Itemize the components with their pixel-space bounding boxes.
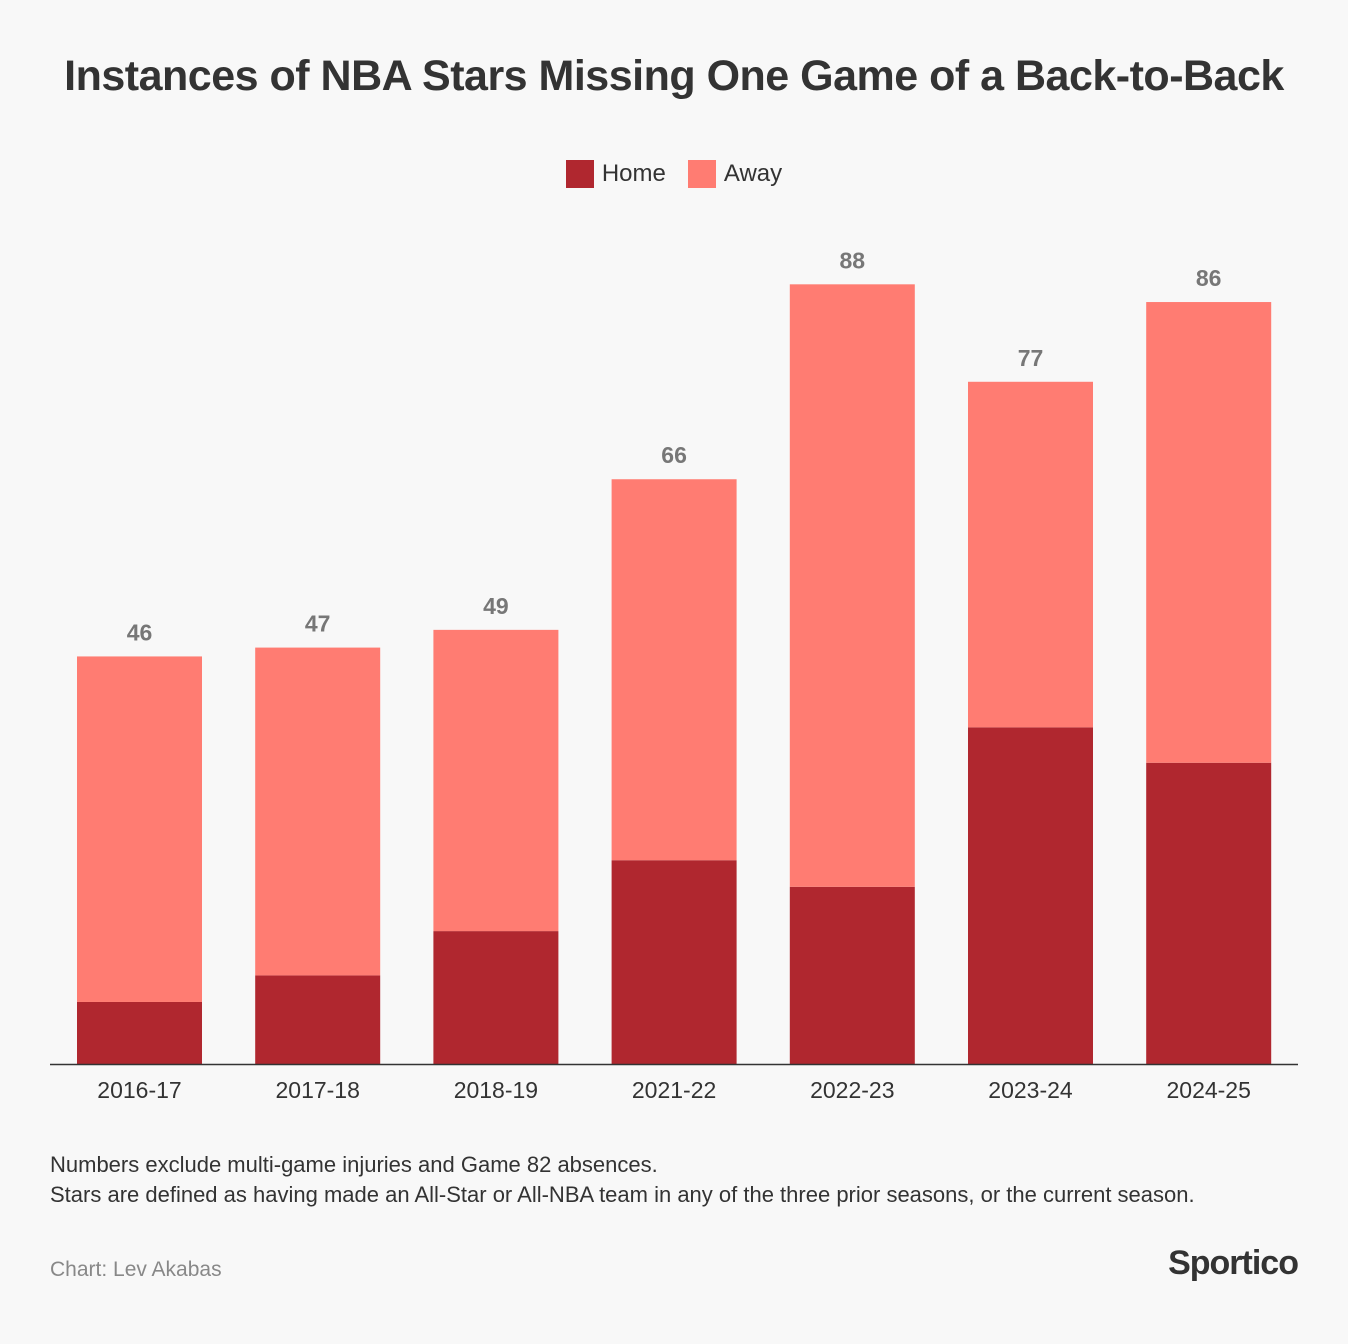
x-tick-label-2021-22: 2021-22 <box>632 1077 716 1103</box>
bar-home-2023-24 <box>968 727 1093 1064</box>
legend-label-away: Away <box>723 160 783 187</box>
legend-item-home: Home <box>565 160 666 188</box>
bar-away-2023-24 <box>968 381 1093 728</box>
legend-item-away: Away <box>687 160 783 188</box>
bar-home-2018-19 <box>433 931 559 1064</box>
sportico-logo: Sportico <box>1168 1244 1299 1282</box>
chart-credit: Chart: Lev Akabas <box>50 1258 222 1281</box>
x-tick-label-2024-25: 2024-25 <box>1166 1077 1250 1103</box>
bar-home-2016-17 <box>77 1001 202 1064</box>
x-tick-label-2023-24: 2023-24 <box>988 1077 1073 1103</box>
x-tick-label-2017-18: 2017-18 <box>275 1077 359 1103</box>
note-line: Stars are defined as having made an All-… <box>50 1182 1195 1207</box>
total-label-2016-17: 46 <box>127 619 153 645</box>
total-label-2017-18: 47 <box>305 611 331 637</box>
total-label-2021-22: 66 <box>661 442 687 468</box>
x-tick-label-2022-23: 2022-23 <box>810 1077 894 1103</box>
bar-away-2024-25 <box>1146 302 1272 763</box>
chart-notes: Numbers exclude multi-game injuries and … <box>50 1150 1290 1210</box>
bar-away-2017-18 <box>255 647 381 976</box>
note-line: Numbers exclude multi-game injuries and … <box>50 1152 658 1177</box>
legend-swatch-home <box>565 160 594 188</box>
x-tick-label-2018-19: 2018-19 <box>454 1077 538 1103</box>
bar-away-2016-17 <box>77 656 202 1002</box>
bar-away-2018-19 <box>433 629 559 932</box>
chart-title: Instances of NBA Stars Missing One Game … <box>64 52 1284 100</box>
bar-home-2024-25 <box>1146 762 1272 1064</box>
bar-home-2022-23 <box>789 886 915 1064</box>
bar-away-2022-23 <box>789 284 915 887</box>
total-label-2018-19: 49 <box>483 593 509 619</box>
legend: Home Away <box>0 160 1348 188</box>
legend-label-home: Home <box>601 160 666 187</box>
total-label-2022-23: 88 <box>840 247 866 273</box>
legend-swatch-away <box>687 160 716 188</box>
bar-away-2021-22 <box>611 479 737 861</box>
total-label-2023-24: 77 <box>1018 345 1044 371</box>
bar-home-2017-18 <box>255 975 381 1064</box>
x-tick-label-2016-17: 2016-17 <box>97 1077 181 1103</box>
total-label-2024-25: 86 <box>1196 265 1222 291</box>
chart-plot: 46 2016-17 47 2017-18 49 2018-19 66 2021-22 88 20… <box>50 247 1298 1103</box>
bar-home-2021-22 <box>611 860 737 1064</box>
